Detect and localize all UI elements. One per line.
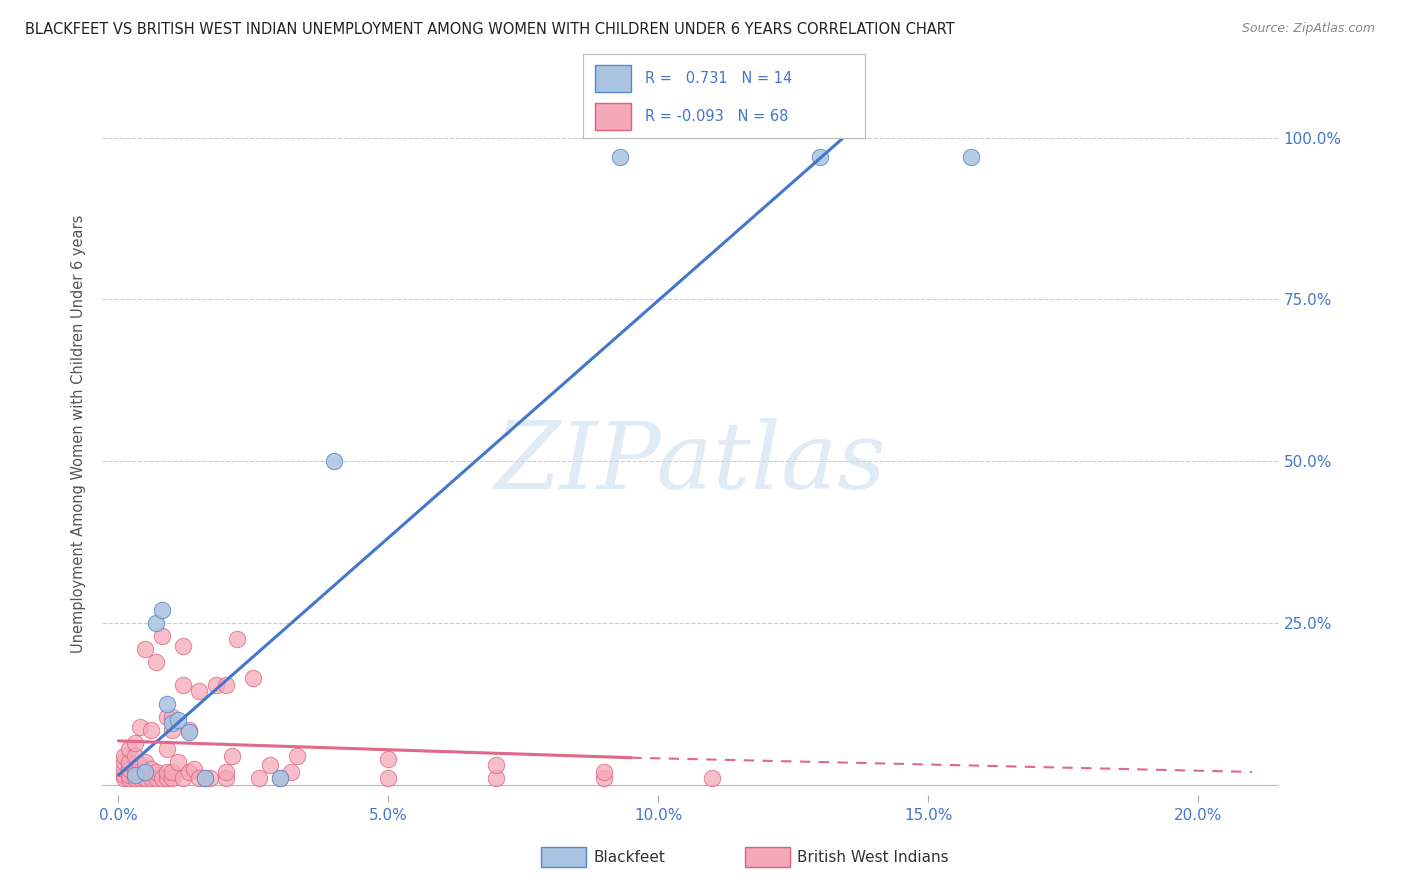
Text: Blackfeet: Blackfeet (593, 850, 665, 864)
Point (145, 772, 167, 786)
Point (129, 720, 152, 734)
Point (162, 710, 184, 724)
Point (162, 772, 184, 786)
Point (124, 772, 146, 786)
FancyBboxPatch shape (595, 103, 631, 130)
Text: British West Indians: British West Indians (797, 850, 949, 864)
Point (134, 756, 156, 770)
Text: ZIPatlas: ZIPatlas (495, 417, 887, 508)
Point (172, 639, 194, 653)
Point (118, 756, 141, 770)
Point (129, 764, 152, 779)
Point (124, 748, 146, 763)
Point (139, 762, 162, 776)
Point (166, 713, 188, 727)
Point (162, 764, 184, 779)
Point (156, 697, 179, 711)
Point (112, 772, 135, 786)
Point (269, 772, 291, 786)
Point (172, 677, 194, 691)
Point (215, 677, 238, 691)
Point (247, 772, 270, 786)
Point (226, 632, 249, 647)
FancyBboxPatch shape (595, 64, 631, 92)
Point (377, 772, 399, 786)
Point (134, 642, 156, 657)
Point (112, 748, 135, 763)
Point (593, 772, 616, 786)
Point (198, 772, 221, 786)
Point (485, 772, 508, 786)
Point (134, 764, 156, 779)
Point (177, 764, 200, 779)
Point (134, 772, 156, 786)
Point (112, 768, 135, 782)
Point (183, 762, 205, 776)
Point (156, 764, 179, 779)
Point (259, 758, 281, 772)
Point (129, 772, 152, 786)
Point (593, 764, 616, 779)
Point (204, 677, 226, 691)
Point (134, 764, 156, 779)
Point (609, 150, 631, 164)
Point (150, 772, 173, 786)
Point (124, 768, 146, 782)
Point (145, 764, 167, 779)
Point (118, 768, 141, 782)
Point (145, 655, 167, 669)
Point (188, 684, 211, 698)
Point (172, 772, 194, 786)
Point (162, 716, 184, 731)
Point (118, 772, 141, 786)
Point (960, 150, 983, 164)
Point (145, 616, 167, 631)
Point (124, 736, 146, 750)
Text: R =   0.731   N = 14: R = 0.731 N = 14 (645, 70, 793, 86)
Point (242, 671, 264, 685)
Point (166, 756, 188, 770)
Text: BLACKFEET VS BRITISH WEST INDIAN UNEMPLOYMENT AMONG WOMEN WITH CHILDREN UNDER 6 : BLACKFEET VS BRITISH WEST INDIAN UNEMPLO… (25, 22, 955, 37)
Y-axis label: Unemployment Among Women with Children Under 6 years: Unemployment Among Women with Children U… (72, 215, 86, 653)
Point (112, 762, 135, 776)
Point (323, 454, 346, 468)
Point (280, 764, 302, 779)
Point (269, 772, 291, 786)
Point (162, 723, 184, 737)
Point (485, 758, 508, 772)
Point (285, 748, 308, 763)
Point (118, 762, 141, 776)
Point (177, 724, 200, 739)
Point (377, 752, 399, 766)
Point (221, 748, 243, 763)
Point (112, 756, 135, 770)
Text: R = -0.093   N = 68: R = -0.093 N = 68 (645, 109, 789, 124)
Point (156, 710, 179, 724)
Point (139, 772, 162, 786)
Point (702, 772, 724, 786)
Point (177, 723, 200, 737)
Point (129, 758, 152, 772)
Point (188, 772, 211, 786)
Point (215, 764, 238, 779)
Point (156, 772, 179, 786)
Point (150, 603, 173, 617)
Point (215, 772, 238, 786)
Point (118, 742, 141, 756)
Point (150, 629, 173, 643)
Point (139, 723, 162, 737)
Text: Source: ZipAtlas.com: Source: ZipAtlas.com (1241, 22, 1375, 36)
Point (124, 764, 146, 779)
Point (156, 742, 179, 756)
Point (194, 772, 217, 786)
Point (808, 150, 831, 164)
Point (194, 772, 217, 786)
